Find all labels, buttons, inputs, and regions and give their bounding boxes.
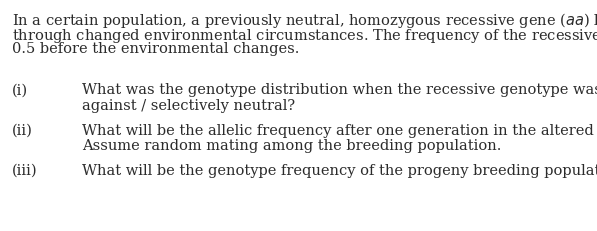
Text: through changed environmental circumstances. The frequency of the recessive alle: through changed environmental circumstan… bbox=[12, 27, 597, 46]
Text: In a certain population, a previously neutral, homozygous recessive gene ($\math: In a certain population, a previously ne… bbox=[12, 11, 597, 30]
Text: 0.5 before the environmental changes.: 0.5 before the environmental changes. bbox=[12, 42, 299, 56]
Text: against / selectively neutral?: against / selectively neutral? bbox=[82, 99, 295, 113]
Text: What was the genotype distribution when the recessive genotype was not selected: What was the genotype distribution when … bbox=[82, 83, 597, 97]
Text: What will be the allelic frequency after one generation in the altered generatio: What will be the allelic frequency after… bbox=[82, 124, 597, 137]
Text: (ii): (ii) bbox=[12, 124, 33, 137]
Text: Assume random mating among the breeding population.: Assume random mating among the breeding … bbox=[82, 139, 501, 153]
Text: (iii): (iii) bbox=[12, 164, 38, 177]
Text: What will be the genotype frequency of the progeny breeding population?: What will be the genotype frequency of t… bbox=[82, 164, 597, 177]
Text: (i): (i) bbox=[12, 83, 28, 97]
